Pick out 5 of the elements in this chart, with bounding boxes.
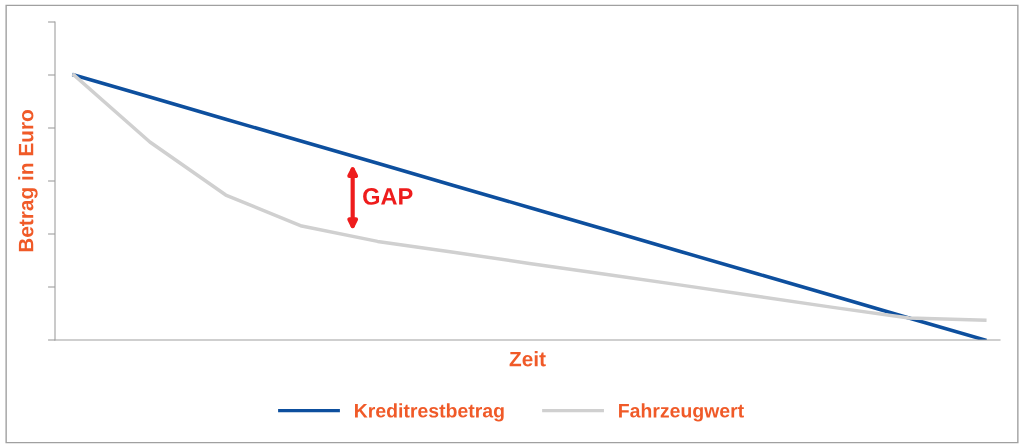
legend-label: Fahrzeugwert (619, 403, 744, 422)
legend-label: Kreditrestbetrag (355, 403, 504, 422)
y-axis-title: Betrag in Euro (18, 110, 38, 252)
annotation: GAP (363, 188, 413, 205)
x-axis-title: Zeit (509, 351, 546, 367)
